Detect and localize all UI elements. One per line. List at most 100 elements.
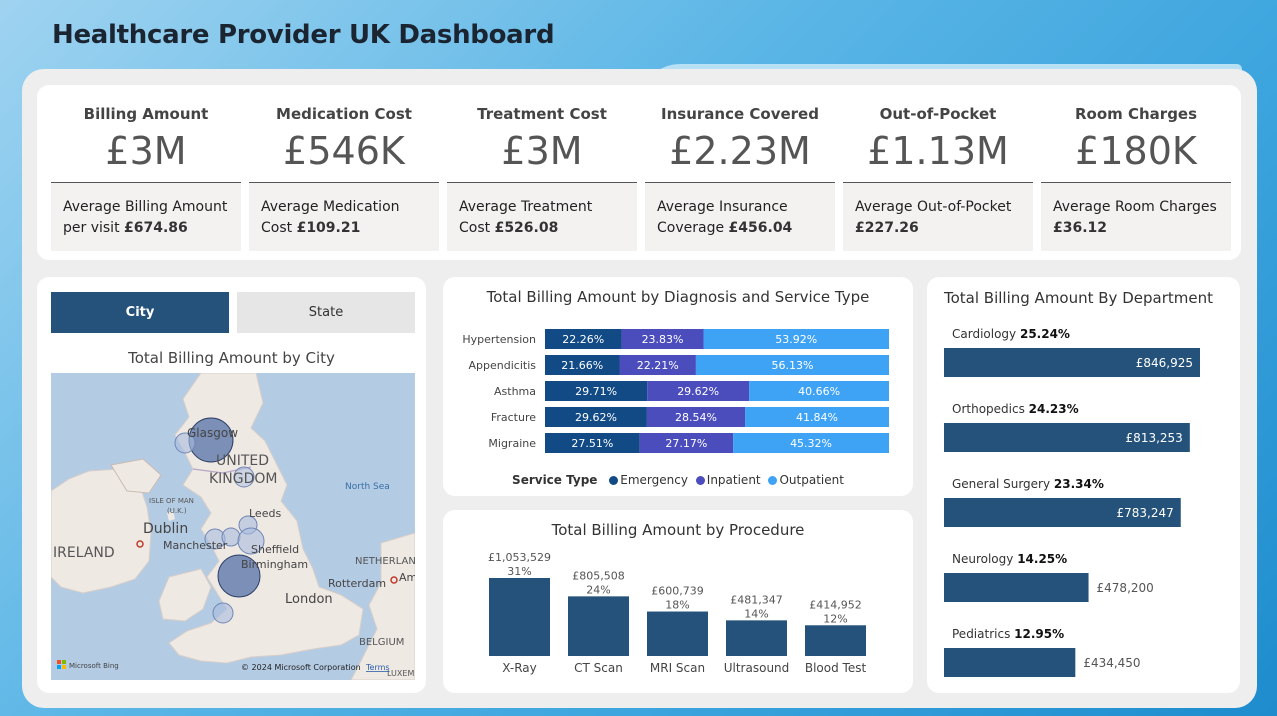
diagnosis-data-label: 29.71% [575,385,617,398]
city-map[interactable]: Glasgow UNITED KINGDOM North Sea ISLE OF… [51,373,415,680]
label-london: London [285,592,333,607]
label-luxem: LUXEM [387,669,414,678]
kpi-value: £1.13M [867,129,1009,173]
diagnosis-bar-segment-emergency[interactable] [545,355,620,375]
kpi-value: £546K [283,129,405,173]
diagnosis-chart[interactable]: Hypertension 22.26% 23.83% 53.92% Appendicit… [443,277,913,496]
diagnosis-bar-segment-outpatient[interactable] [695,355,889,375]
label-belgium: BELGIUM [359,637,404,648]
diagnosis-bar-segment-outpatient[interactable] [733,433,889,453]
kpi-room-charges[interactable]: Room Charges £180K Average Room Charges … [1041,85,1231,260]
diagnosis-category-label: Appendicitis [469,359,537,372]
procedure-bar[interactable] [489,578,550,656]
kpi-label: Medication Cost [276,105,412,123]
map-canvas: Glasgow UNITED KINGDOM North Sea ISLE OF… [51,373,415,680]
diagnosis-bar-segment-outpatient[interactable] [745,407,889,427]
label-north-sea: North Sea [345,482,390,492]
diagnosis-bar-segment-inpatient[interactable] [621,329,704,349]
kpi-sub-value: £526.08 [494,220,559,236]
department-pct: 25.24% [1020,327,1070,341]
bubble-birmingham[interactable] [217,554,261,598]
legend-outpatient[interactable]: Outpatient [779,473,844,487]
department-bar[interactable] [944,498,1181,527]
bubble-bristol[interactable] [212,602,234,624]
diagnosis-bar-segment-emergency[interactable] [545,329,622,349]
procedure-category-label: Blood Test [805,661,867,675]
label-united: UNITED [216,453,269,469]
legend-emergency[interactable]: Emergency [620,473,688,487]
dublin-dot [136,540,144,548]
department-bar[interactable] [944,573,1089,602]
legend-emergency-dot [609,476,619,485]
department-label: Orthopedics 24.23% [952,402,1079,416]
diagnosis-data-label: 29.62% [575,411,617,424]
procedure-pct-label: 14% [744,607,768,620]
label-kingdom: KINGDOM [209,471,278,487]
kpi-out-of-pocket[interactable]: Out-of-Pocket £1.13M Average Out-of-Pock… [843,85,1033,260]
diagnosis-data-label: 22.26% [562,333,604,346]
diagnosis-data-label: 23.83% [642,333,684,346]
department-label: Neurology 14.25% [952,552,1067,566]
kpi-sub-value: £227.26 [855,220,919,236]
procedure-category-label: CT Scan [574,661,623,675]
procedure-value-label: £805,508 [572,569,625,582]
department-bar[interactable] [944,648,1076,677]
procedure-bar[interactable] [647,611,708,656]
procedure-bar[interactable] [726,620,787,656]
terms-link[interactable]: Terms [365,663,390,672]
diagnosis-data-label: 29.62% [677,385,719,398]
legend-inpatient-dot [695,476,705,485]
procedure-category-label: MRI Scan [650,661,705,675]
kpi-billing-amount[interactable]: Billing Amount £3M Average Billing Amoun… [51,85,241,260]
diagnosis-bar-segment-inpatient[interactable] [639,433,734,453]
department-bar[interactable] [944,348,1200,377]
legend-outpatient-dot [768,476,778,485]
kpi-subtext: Average Room Charges £36.12 [1041,182,1231,251]
label-glasgow: Glasgow [187,426,238,440]
diagnosis-bar-segment-emergency[interactable] [545,407,647,427]
diagnosis-chart-card: Total Billing Amount by Diagnosis and Se… [443,277,913,496]
bubble-newcastle[interactable] [233,466,255,488]
kpi-value: £3M [105,129,187,173]
procedure-pct-label: 31% [507,565,531,578]
diagnosis-data-label: 22.21% [637,359,679,372]
diagnosis-bar-segment-emergency[interactable] [545,433,640,453]
department-chart[interactable]: Cardiology 25.24% £846,925 Orthopedics 24.… [927,277,1240,693]
city-toggle-button[interactable]: City [51,292,229,333]
label-bing: Microsoft Bing [69,662,119,670]
diagnosis-data-label: 40.66% [798,385,840,398]
kpi-insurance-covered[interactable]: Insurance Covered £2.23M Average Insuran… [645,85,835,260]
department-bar[interactable] [944,423,1190,452]
europe-land [350,532,415,680]
kpi-value: £2.23M [669,129,811,173]
diagnosis-bar-segment-outpatient[interactable] [703,329,889,349]
bubble-edinburgh[interactable] [174,432,196,454]
procedure-bar[interactable] [805,625,866,656]
procedure-bar[interactable] [568,596,629,656]
diagnosis-bar-segment-emergency[interactable] [545,381,648,401]
procedure-value-label: £600,739 [651,585,704,598]
label-ireland: IRELAND [53,545,115,561]
diagnosis-category-label: Hypertension [462,333,536,346]
kpi-subtext: Average Billing Amount per visit £674.86 [51,182,241,251]
kpi-subtext: Average Treatment Cost £526.08 [447,182,637,251]
kpi-medication-cost[interactable]: Medication Cost £546K Average Medication… [249,85,439,260]
diagnosis-bar-segment-outpatient[interactable] [749,381,889,401]
diagnosis-category-label: Migraine [488,437,536,450]
diagnosis-bar-segment-inpatient[interactable] [647,381,750,401]
procedure-chart-title: Total Billing Amount by Procedure [551,521,805,539]
diagnosis-bar-segment-inpatient[interactable] [619,355,696,375]
label-leeds: Leeds [249,507,281,520]
diagnosis-bar-segment-inpatient[interactable] [646,407,746,427]
label-dublin: Dublin [143,521,188,537]
kpi-treatment-cost[interactable]: Treatment Cost £3M Average Treatment Cos… [447,85,637,260]
legend-inpatient[interactable]: Inpatient [706,473,761,487]
bubble-sheffield[interactable] [237,527,265,555]
procedure-chart-card: Total Billing Amount by Procedure £1,053… [443,510,913,693]
kpi-value: £180K [1075,129,1197,173]
state-toggle-button[interactable]: State [237,292,415,333]
kpi-sub-label: Average Treatment Cost [459,199,593,236]
kpi-sub-label: Average Out-of-Pocket [855,199,1012,215]
department-label: Pediatrics 12.95% [952,627,1064,641]
